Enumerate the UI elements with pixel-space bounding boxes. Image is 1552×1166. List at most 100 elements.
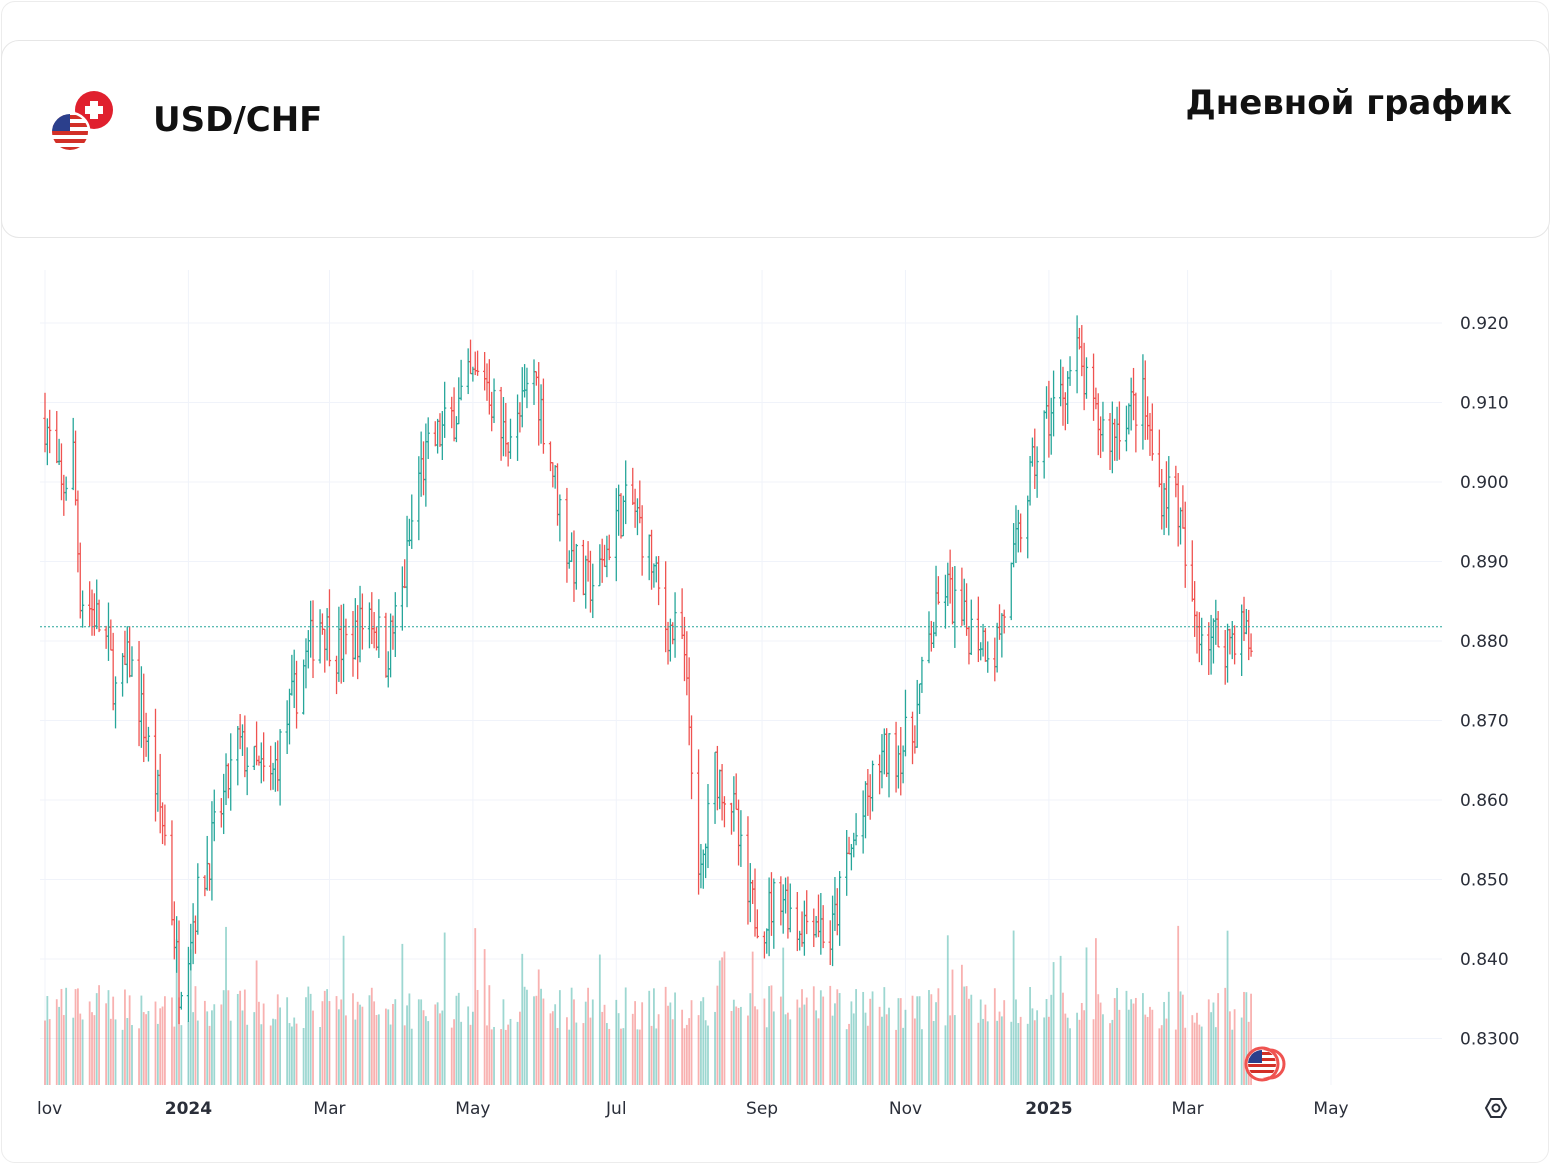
price-bar xyxy=(417,456,421,541)
volume-bar xyxy=(156,1023,159,1085)
volume-bar xyxy=(930,994,933,1085)
volume-bar xyxy=(44,1020,46,1085)
us-flag-icon[interactable] xyxy=(1244,1046,1286,1082)
volume-bar xyxy=(671,1019,674,1085)
volume-bar xyxy=(895,1029,897,1085)
price-bar xyxy=(323,628,327,673)
volume-bar xyxy=(707,1025,709,1085)
volume-bar xyxy=(603,1004,606,1085)
price-bar xyxy=(1059,359,1063,407)
volume-bar xyxy=(229,1020,232,1085)
volume-bar xyxy=(918,996,921,1085)
volume-bar xyxy=(434,1004,437,1085)
volume-bar xyxy=(1250,993,1252,1085)
volume-bar xyxy=(881,1016,883,1085)
volume-bar xyxy=(801,989,803,1085)
volume-bar xyxy=(1174,1029,1177,1085)
volume-bar xyxy=(504,1029,507,1085)
volume-bar xyxy=(551,1011,554,1085)
volume-bar xyxy=(1080,1003,1083,1085)
volume-bar xyxy=(262,1003,265,1085)
price-bar xyxy=(1244,608,1248,635)
volume-bar xyxy=(845,1029,848,1085)
price-bar xyxy=(558,494,562,542)
price-bar xyxy=(210,801,214,901)
price-bar xyxy=(520,367,524,428)
volume-bar xyxy=(145,1014,147,1085)
volume-bar xyxy=(1019,1016,1022,1085)
volume-bar xyxy=(1097,994,1100,1085)
volume-bar xyxy=(838,993,841,1085)
volume-bar xyxy=(817,1018,820,1085)
price-bar xyxy=(238,714,242,750)
volume-bar xyxy=(1118,1009,1121,1085)
price-bar xyxy=(713,751,717,824)
price-bar xyxy=(927,611,931,664)
price-bar xyxy=(219,798,223,828)
price-bar xyxy=(917,683,922,715)
price-bar xyxy=(78,542,82,619)
price-bar xyxy=(706,784,710,869)
volume-bar xyxy=(1099,1002,1102,1085)
volume-bar xyxy=(885,1014,888,1085)
volume-bar xyxy=(855,989,857,1085)
price-bar xyxy=(574,543,578,590)
price-bar xyxy=(139,666,143,748)
price-bar xyxy=(1042,410,1046,479)
price-bar xyxy=(800,911,804,947)
volume-bar xyxy=(387,1009,390,1085)
volume-bar xyxy=(866,1025,869,1085)
volume-bar xyxy=(1113,998,1116,1085)
price-bar xyxy=(483,352,487,391)
price-bar xyxy=(1026,495,1030,559)
price-bar xyxy=(1223,630,1227,685)
volume-bar xyxy=(921,1029,923,1085)
volume-bar xyxy=(302,1028,305,1085)
volume-bar xyxy=(535,995,538,1085)
price-bar xyxy=(885,728,889,777)
price-chart[interactable]: 0.920 0.910 0.900 0.890 0.880 0.870 0.860 0.850… xyxy=(0,240,1552,1166)
volume-bar xyxy=(916,996,919,1085)
price-bar xyxy=(602,544,607,568)
price-bar xyxy=(388,613,393,678)
price-bar xyxy=(960,567,964,626)
volume-bar xyxy=(450,1027,453,1085)
price-bar xyxy=(137,641,141,747)
price-bar xyxy=(600,538,604,583)
volume-bar xyxy=(443,932,446,1085)
price-bar xyxy=(1209,614,1213,675)
volume-bar xyxy=(154,1001,157,1085)
volume-bar xyxy=(558,990,561,1085)
price-bar xyxy=(699,844,703,889)
price-bar xyxy=(664,561,668,653)
price-bar xyxy=(276,740,280,792)
volume-bar xyxy=(888,1007,890,1085)
price-bar xyxy=(73,430,78,506)
volume-bar xyxy=(121,1029,124,1085)
price-bar xyxy=(443,381,447,438)
volume-bar xyxy=(554,1004,557,1085)
price-bar xyxy=(1167,456,1171,536)
settings-icon[interactable] xyxy=(1484,1098,1508,1118)
volume-bar xyxy=(1132,1003,1135,1085)
price-bar xyxy=(779,876,783,926)
price-bar xyxy=(551,462,555,488)
volume-bar xyxy=(1151,1009,1154,1085)
price-bar xyxy=(344,618,348,655)
volume-bar xyxy=(584,1001,587,1085)
price-bar xyxy=(1035,446,1039,498)
price-bar xyxy=(153,708,158,822)
volume-bar xyxy=(568,1029,571,1085)
volume-bar xyxy=(401,943,404,1085)
x-tick-label: May xyxy=(1313,1099,1348,1119)
volume-bar xyxy=(98,985,100,1085)
price-bar xyxy=(327,589,332,667)
price-bar xyxy=(1115,406,1119,461)
price-bar xyxy=(499,386,503,461)
price-bar xyxy=(967,626,971,665)
x-tick-label: 2025 xyxy=(1025,1099,1072,1119)
volume-bar xyxy=(187,1021,190,1085)
volume-bar xyxy=(624,987,627,1085)
price-bar xyxy=(59,443,64,501)
price-bar xyxy=(617,484,621,536)
